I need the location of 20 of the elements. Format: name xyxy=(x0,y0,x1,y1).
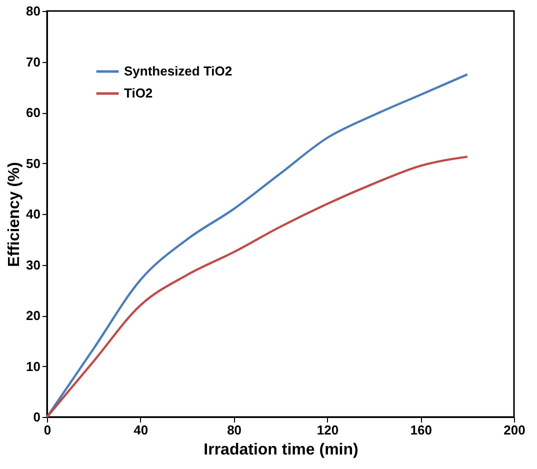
y-tick-label: 60 xyxy=(26,105,40,120)
x-tick-label: 120 xyxy=(316,422,339,438)
y-tick-label: 20 xyxy=(26,308,40,323)
y-tick-label: 70 xyxy=(26,54,40,70)
y-tick-label: 10 xyxy=(26,358,40,374)
legend-label: Synthesized TiO2 xyxy=(124,64,232,78)
x-tick-label: 80 xyxy=(227,422,242,438)
x-tick-label: 0 xyxy=(44,422,52,438)
legend-label: TiO2 xyxy=(124,86,153,100)
x-tick-label: 200 xyxy=(504,422,526,438)
y-axis-title: Efficiency (%) xyxy=(6,162,24,267)
x-tick-label: 160 xyxy=(410,422,432,438)
y-tick-label: 80 xyxy=(26,4,40,18)
y-tick-label: 50 xyxy=(26,156,40,171)
line-series xyxy=(46,156,468,418)
x-axis-title: Irradation time (min) xyxy=(204,442,358,458)
x-tick-label: 40 xyxy=(134,422,148,438)
y-tick-label: 40 xyxy=(26,206,40,222)
y-tick-label: 30 xyxy=(26,257,40,272)
y-tick-label: 0 xyxy=(33,410,40,424)
